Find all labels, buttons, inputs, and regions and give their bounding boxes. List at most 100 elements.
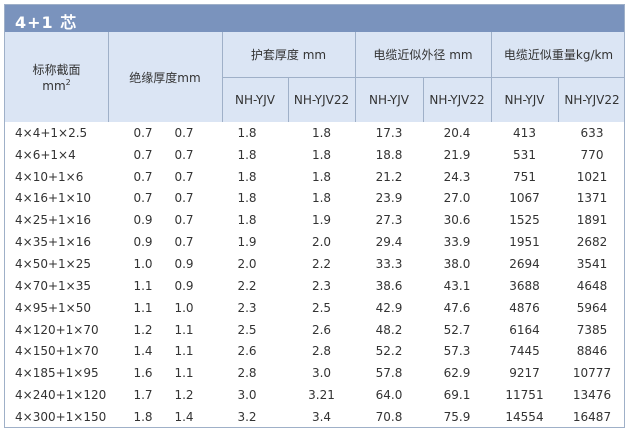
cell-diameter-yjv: 57.8 [375, 366, 403, 381]
table-row: 4×35+1×16 0.9 0.7 1.9 2.0 29.4 33.9 1951 2682 [5, 231, 624, 253]
cell-sheath-yjv: 2.6 [237, 344, 257, 359]
cell-weight-yjv: 751 [513, 169, 536, 184]
cell-insulation-b: 1.0 [174, 300, 194, 315]
cell-diameter-yjv22: 27.0 [443, 191, 471, 206]
cell-weight-yjv22: 1371 [576, 191, 608, 206]
cell-insulation-a: 1.7 [133, 388, 153, 403]
cell-insulation-a: 1.6 [133, 366, 153, 381]
cell-diameter-yjv: 33.3 [375, 257, 403, 272]
cell-sheath-yjv22: 1.8 [311, 125, 332, 140]
cell-weight-yjv22: 16487 [572, 410, 612, 425]
cell-diameter-yjv22: 38.0 [443, 257, 471, 272]
cell-insulation-b: 1.1 [174, 344, 194, 359]
cell-sheath-yjv22: 2.2 [311, 257, 332, 272]
cell-insulation-b: 0.7 [174, 235, 194, 250]
cell-sheath-yjv: 1.8 [237, 191, 257, 206]
cell-diameter-yjv: 27.3 [375, 213, 403, 228]
table-row: 4×6+1×4 0.7 0.7 1.8 1.8 18.8 21.9 531 770 [5, 144, 624, 166]
table-title: 4+1 芯 [15, 13, 78, 32]
cell-insulation-b: 0.9 [174, 257, 194, 272]
cell-cross-section: 4×10+1×6 [15, 169, 84, 184]
cell-cross-section: 4×300+1×150 [15, 410, 107, 425]
cell-sheath-yjv22: 1.8 [311, 169, 332, 184]
title-bar: 4+1 芯 [5, 5, 624, 32]
cell-weight-yjv: 1951 [509, 235, 540, 250]
table-row: 4×95+1×50 1.1 1.0 2.3 2.5 42.9 47.6 4876 5964 [5, 297, 624, 319]
cell-insulation-a: 1.4 [133, 344, 153, 359]
cell-insulation-a: 1.1 [133, 278, 153, 293]
cell-weight-yjv: 413 [513, 125, 536, 140]
header-cross-section-unit: mm2 [42, 78, 70, 93]
cell-weight-yjv: 7445 [509, 344, 540, 359]
cell-insulation-a: 0.9 [133, 213, 153, 228]
cell-cross-section: 4×16+1×10 [15, 191, 91, 206]
cell-sheath-yjv: 2.2 [237, 278, 257, 293]
cell-diameter-yjv22: 21.9 [443, 147, 471, 162]
cell-diameter-yjv22: 62.9 [443, 366, 471, 381]
cell-sheath-yjv22: 2.8 [311, 344, 332, 359]
cell-insulation-a: 0.7 [133, 191, 153, 206]
cell-weight-yjv22: 8846 [576, 344, 608, 359]
cell-weight-yjv: 9217 [509, 366, 540, 381]
cell-weight-yjv22: 10777 [572, 366, 612, 381]
header-weight: 电缆近似重量kg/km [503, 48, 614, 62]
cell-diameter-yjv22: 47.6 [443, 300, 471, 315]
cell-insulation-a: 1.2 [133, 322, 153, 337]
cell-weight-yjv: 11751 [505, 388, 544, 403]
cell-diameter-yjv: 42.9 [375, 300, 403, 315]
subheader-weight-yjv22: NH-YJV22 [564, 92, 620, 107]
cell-cross-section: 4×240+1×120 [15, 388, 107, 403]
cell-diameter-yjv: 48.2 [375, 322, 403, 337]
cell-insulation-b: 0.7 [174, 191, 194, 206]
cell-insulation-b: 0.7 [174, 213, 194, 228]
cell-diameter-yjv: 21.2 [375, 169, 403, 184]
cell-sheath-yjv: 3.2 [237, 410, 257, 425]
cell-diameter-yjv: 23.9 [375, 191, 403, 206]
unit-superscript: 2 [65, 78, 71, 87]
header-sheath-thickness: 护套厚度 mm [250, 48, 327, 62]
cell-weight-yjv22: 7385 [576, 322, 608, 337]
cell-diameter-yjv22: 33.9 [443, 235, 471, 250]
cell-insulation-b: 1.1 [174, 322, 194, 337]
cell-weight-yjv22: 5964 [576, 300, 608, 315]
cell-weight-yjv: 1525 [509, 213, 540, 228]
cell-sheath-yjv22: 1.8 [311, 147, 332, 162]
cell-insulation-a: 1.8 [133, 410, 153, 425]
table-body: 4×4+1×2.5 0.7 0.7 1.8 1.8 17.3 20.4 413 633 4×6+1… [5, 122, 624, 427]
cell-insulation-b: 0.9 [174, 278, 194, 293]
cell-insulation-a: 1.1 [133, 300, 153, 315]
table-row: 4×150+1×70 1.4 1.1 2.6 2.8 52.2 57.3 7445 8846 [5, 341, 624, 363]
cell-diameter-yjv22: 30.6 [443, 213, 471, 228]
subheader-sheath-yjv22: NH-YJV22 [293, 92, 350, 107]
cell-insulation-a: 1.0 [133, 257, 153, 272]
cell-weight-yjv: 6164 [509, 322, 540, 337]
cell-sheath-yjv22: 3.21 [308, 388, 335, 403]
unit-text: mm [42, 79, 66, 93]
cell-diameter-yjv: 29.4 [375, 235, 403, 250]
cell-weight-yjv22: 1021 [576, 169, 608, 184]
cell-weight-yjv22: 633 [580, 125, 604, 140]
subheader-diameter-yjv: NH-YJV [369, 92, 409, 107]
subheader-diameter-yjv22: NH-YJV22 [429, 92, 485, 107]
cell-weight-yjv22: 2682 [576, 235, 608, 250]
cell-sheath-yjv: 1.8 [237, 147, 257, 162]
cell-diameter-yjv: 38.6 [375, 278, 403, 293]
cell-diameter-yjv22: 52.7 [443, 322, 471, 337]
cell-insulation-b: 1.2 [174, 388, 194, 403]
table-row: 4×240+1×120 1.7 1.2 3.0 3.21 64.0 69.1 11751 134… [5, 384, 624, 406]
cell-weight-yjv22: 4648 [576, 278, 608, 293]
cell-weight-yjv: 2694 [509, 257, 540, 272]
cell-weight-yjv: 4876 [509, 300, 540, 315]
header-cross-section-label: 标称截面 [32, 63, 81, 77]
cell-cross-section: 4×150+1×70 [15, 344, 99, 359]
cell-diameter-yjv: 18.8 [375, 147, 403, 162]
cell-sheath-yjv22: 3.0 [311, 366, 332, 381]
cable-spec-table: 4+1 芯 标称截面 mm2 绝缘厚度mm 护套厚度 mm 电缆近似外径 mm … [4, 4, 625, 428]
header-insulation: 绝缘厚度mm [129, 70, 201, 85]
cell-insulation-a: 0.7 [133, 169, 153, 184]
cell-insulation-b: 1.4 [174, 410, 194, 425]
table-header: 标称截面 mm2 绝缘厚度mm 护套厚度 mm 电缆近似外径 mm 电缆近似重量… [5, 32, 624, 122]
cell-sheath-yjv22: 2.3 [311, 278, 332, 293]
cell-cross-section: 4×70+1×35 [15, 278, 91, 293]
cell-diameter-yjv: 52.2 [375, 344, 403, 359]
